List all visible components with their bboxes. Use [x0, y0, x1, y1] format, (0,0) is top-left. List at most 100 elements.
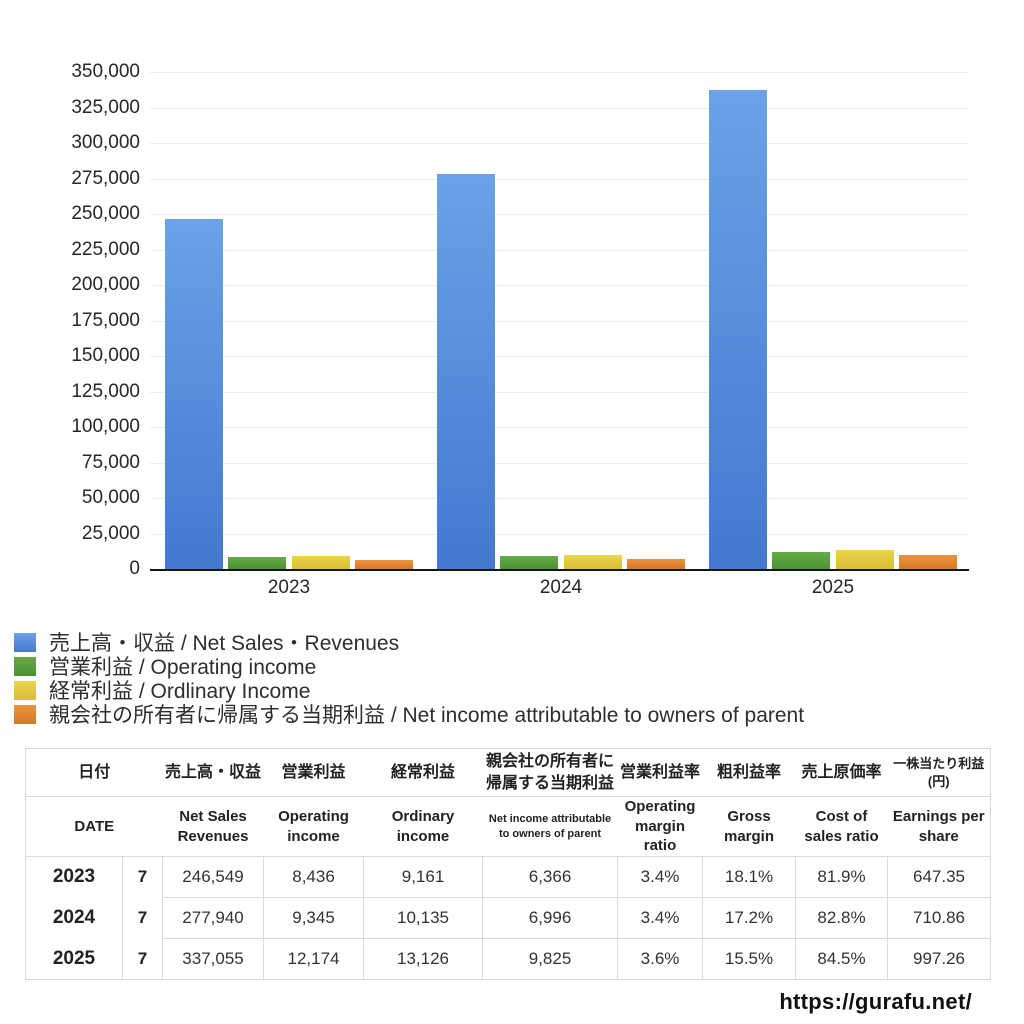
header-net-sales-en: Net Sales Revenues: [162, 796, 264, 857]
x-tick-label-2025: 2025: [811, 577, 855, 598]
header-operating-income-jp: 営業利益: [263, 748, 364, 797]
header-eps-jp: 一株当たり利益(円): [887, 748, 991, 797]
y-tick-label: 125,000: [71, 380, 140, 402]
bar-net-income-2025: [899, 555, 957, 569]
gridline: [150, 427, 969, 428]
legend-label-net-sales: 売上高・収益 / Net Sales・Revenues: [49, 632, 400, 655]
cell-net-income: 6,366: [482, 856, 618, 898]
cell-net-sales: 337,055: [162, 938, 264, 980]
cell-operating-income: 12,174: [263, 938, 364, 980]
cell-operating-margin: 3.4%: [617, 897, 703, 939]
cell-ordinary-income: 9,161: [363, 856, 483, 898]
header-operating-margin-jp: 営業利益率: [617, 748, 703, 797]
cell-cost-ratio: 84.5%: [795, 938, 888, 980]
y-tick-label: 25,000: [81, 522, 140, 544]
cell-gross-margin: 15.5%: [702, 938, 796, 980]
y-tick-label: 50,000: [81, 487, 140, 508]
legend-item-ordinary-income: 経常利益 / Ordlinary Income: [14, 678, 804, 703]
header-ordinary-income-en: Ordinary income: [363, 796, 483, 857]
cell-net-sales: 277,940: [162, 897, 264, 939]
bar-net-income-2024: [627, 559, 685, 569]
header-ordinary-income-jp: 経常利益: [363, 748, 483, 797]
legend-swatch-ordinary-income: [14, 680, 36, 700]
y-tick-label: 300,000: [71, 132, 140, 153]
cell-eps: 710.86: [887, 897, 991, 939]
bar-operating-income-2025: [772, 551, 830, 569]
cell-operating-margin: 3.4%: [617, 856, 703, 898]
cell-gross-margin: 18.1%: [702, 856, 796, 898]
gridline: [150, 214, 969, 215]
y-tick-label: 100,000: [71, 416, 140, 437]
cell-year: 2024: [25, 897, 123, 939]
bar-net-income-2023: [355, 560, 413, 569]
bar-net-sales-2025: [709, 90, 767, 569]
cell-month: 7: [122, 897, 164, 939]
header-date-jp: 日付: [25, 748, 163, 797]
header-net-income-jp: 親会社の所有者に帰属する当期利益: [482, 748, 618, 797]
cell-net-income: 9,825: [482, 938, 618, 980]
cell-ordinary-income: 13,126: [363, 938, 483, 980]
gridline: [150, 72, 969, 73]
gridline: [150, 320, 969, 322]
gridline: [150, 498, 969, 499]
cell-ordinary-income: 10,135: [363, 897, 483, 939]
cell-net-sales: 246,549: [162, 856, 264, 898]
header-net-income-en: Net income attributable to owners of par…: [482, 796, 618, 857]
bar-ordinary-income-2025: [836, 550, 894, 569]
table-header-jp: 日付 売上高・収益 営業利益 経常利益 親会社の所有者に帰属する当期利益 営業利…: [25, 748, 991, 797]
cell-gross-margin: 17.2%: [702, 897, 796, 939]
y-tick-label: 175,000: [71, 309, 140, 331]
y-tick-label: 200,000: [71, 274, 140, 295]
legend-item-net-sales: 売上高・収益 / Net Sales・Revenues: [14, 630, 804, 655]
y-tick-label: 0: [129, 558, 140, 579]
table-row: 2023 7 246,549 8,436 9,161 6,366 3.4% 18…: [25, 856, 991, 898]
header-net-sales-jp: 売上高・収益: [162, 748, 264, 797]
y-tick-label: 250,000: [71, 203, 140, 224]
header-date-en: DATE: [25, 796, 163, 857]
header-operating-income-en: Operating income: [263, 796, 364, 857]
header-gross-margin-jp: 粗利益率: [702, 748, 796, 797]
cell-net-income: 6,996: [482, 897, 618, 939]
gridline: [150, 249, 969, 251]
table-row: 2024 7 277,940 9,345 10,135 6,996 3.4% 1…: [25, 897, 991, 939]
cell-month: 7: [122, 938, 164, 980]
bar-net-sales-2023: [165, 218, 223, 569]
table-header-en: DATE Net Sales Revenues Operating income…: [25, 796, 991, 857]
cell-eps: 647.35: [887, 856, 991, 898]
cell-eps: 997.26: [887, 938, 991, 980]
legend-item-operating-income: 営業利益 / Operating income: [14, 654, 804, 679]
cell-operating-income: 9,345: [263, 897, 364, 939]
y-tick-label: 325,000: [71, 96, 140, 118]
gridline: [150, 107, 969, 109]
site-url: https://gurafu.net/: [779, 989, 972, 1014]
cell-cost-ratio: 82.8%: [795, 897, 888, 939]
cell-cost-ratio: 81.9%: [795, 856, 888, 898]
legend-label-operating-income: 営業利益 / Operating income: [49, 656, 317, 679]
cell-operating-income: 8,436: [263, 856, 364, 898]
header-cost-ratio-jp: 売上原価率: [795, 748, 888, 797]
bar-ordinary-income-2023: [292, 556, 350, 569]
gridline: [150, 391, 969, 393]
chart-legend: 売上高・収益 / Net Sales・Revenues 営業利益 / Opera…: [14, 630, 804, 727]
y-tick-label: 275,000: [71, 167, 140, 189]
y-tick-label: 350,000: [71, 61, 140, 82]
cell-year: 2023: [25, 856, 123, 898]
legend-swatch-net-income: [14, 704, 36, 724]
gridline: [150, 356, 969, 357]
gridline: [150, 285, 969, 286]
gridline: [150, 178, 969, 180]
plot-area: [150, 72, 969, 571]
header-cost-ratio-en: Cost of sales ratio: [795, 796, 888, 857]
cell-year: 2025: [25, 938, 123, 980]
y-tick-label: 75,000: [81, 451, 140, 473]
gridline: [150, 533, 969, 535]
legend-label-ordinary-income: 経常利益 / Ordlinary Income: [49, 680, 311, 703]
cell-month: 7: [122, 856, 164, 898]
legend-swatch-operating-income: [14, 656, 36, 676]
header-eps-en: Earnings per share: [887, 796, 991, 857]
bar-ordinary-income-2024: [564, 554, 622, 569]
header-operating-margin-en: Operating margin ratio: [617, 796, 703, 857]
gridline: [150, 143, 969, 144]
bar-net-sales-2024: [437, 174, 495, 569]
financial-table: 日付 売上高・収益 営業利益 経常利益 親会社の所有者に帰属する当期利益 営業利…: [25, 748, 992, 980]
